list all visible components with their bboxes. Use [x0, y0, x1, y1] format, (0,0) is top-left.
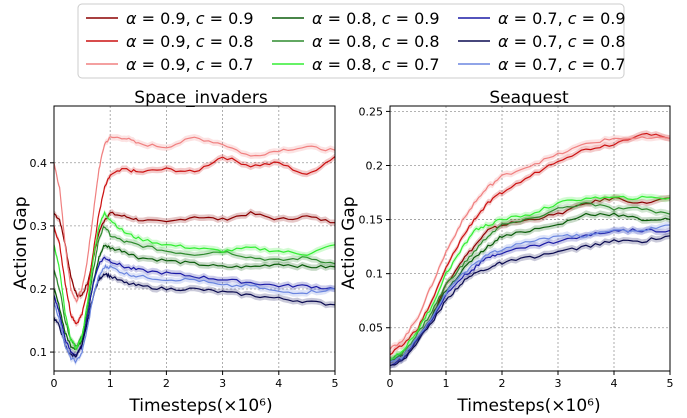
legend-alpha-symbol: α — [498, 9, 509, 28]
legend-alpha-symbol: α — [126, 32, 137, 51]
series-line-8 — [53, 264, 336, 364]
series-band-2 — [54, 254, 335, 359]
legend-label-5: α = 0.7, c = 0.8 — [498, 32, 626, 51]
x-axis-label: Timesteps(×10⁶) — [456, 396, 600, 416]
series-line-3 — [53, 156, 336, 325]
legend-alpha-symbol: α — [498, 55, 509, 74]
legend-label-7: α = 0.8, c = 0.7 — [312, 55, 440, 74]
series-line-4 — [389, 201, 671, 361]
x-tick-label: 2 — [163, 377, 170, 390]
x-tick-label: 5 — [332, 377, 339, 390]
y-tick-label: 0.05 — [359, 322, 384, 335]
legend-alpha-value: = 0.9, — [137, 9, 196, 28]
series-line-5 — [53, 272, 336, 358]
legend-alpha-value: = 0.7, — [509, 9, 568, 28]
x-axis-label: Timesteps(×10⁶) — [128, 396, 272, 416]
legend-c-value: = 0.9 — [205, 9, 254, 28]
y-tick-label: 0.4 — [30, 157, 48, 170]
chart-title: Space_invaders — [134, 88, 268, 108]
x-tick-label: 4 — [611, 377, 618, 390]
series-line-5 — [389, 235, 671, 367]
legend-alpha-value: = 0.8, — [323, 32, 382, 51]
legend-c-symbol: c — [568, 55, 577, 74]
legend-alpha-value: = 0.9, — [137, 32, 196, 51]
x-tick-label: 0 — [51, 377, 58, 390]
legend-c-value: = 0.7 — [577, 55, 626, 74]
legend-c-value: = 0.9 — [391, 9, 440, 28]
y-tick-label: 0.1 — [30, 346, 48, 359]
series-band-8 — [54, 262, 335, 366]
legend-c-symbol: c — [196, 55, 205, 74]
y-tick-label: 0.2 — [366, 159, 384, 172]
legend-c-value: = 0.9 — [577, 9, 626, 28]
legend-label-3: α = 0.9, c = 0.8 — [126, 32, 254, 51]
y-tick-label: 0.15 — [359, 214, 384, 227]
plot-area: 0 1 2 3 4 5 0.1 0.2 0.3 0.4 — [30, 105, 339, 390]
plot-area: 0 1 2 3 4 5 0.05 0.1 0.15 0.2 0.25 — [359, 105, 674, 390]
legend-c-value: = 0.8 — [205, 32, 254, 51]
x-tick-label: 1 — [443, 377, 450, 390]
legend-label-4: α = 0.8, c = 0.8 — [312, 32, 440, 51]
series-band-0 — [54, 208, 335, 300]
y-axis-label: Action Gap — [11, 196, 31, 289]
legend-alpha-value: = 0.7, — [509, 55, 568, 74]
y-tick-label: 0.1 — [366, 268, 384, 281]
legend-alpha-symbol: α — [126, 9, 137, 28]
legend-frame — [77, 3, 625, 79]
series-line-3 — [389, 132, 671, 356]
chart-title: Seaquest — [489, 88, 569, 108]
legend-alpha-symbol: α — [498, 32, 509, 51]
legend-label-2: α = 0.7, c = 0.9 — [498, 9, 626, 28]
legend-c-symbol: c — [382, 9, 391, 28]
chart-seaquest: Seaquest 0 1 2 3 4 5 0.05 0.1 0.15 0.2 0.25 Timest… — [339, 88, 674, 416]
y-tick-label: 0.3 — [30, 220, 48, 233]
x-tick-label: 3 — [219, 377, 226, 390]
legend-alpha-symbol: α — [312, 32, 323, 51]
legend-alpha-symbol: α — [312, 9, 323, 28]
x-tick-label: 2 — [499, 377, 506, 390]
legend-alpha-value: = 0.7, — [509, 32, 568, 51]
series-band-4 — [390, 199, 670, 364]
y-axis-label: Action Gap — [339, 196, 359, 289]
y-tick-label: 0.25 — [359, 105, 384, 118]
legend-alpha-value: = 0.9, — [137, 55, 196, 74]
y-tick-label: 0.2 — [30, 283, 48, 296]
axes-frame — [389, 105, 671, 372]
legend-c-symbol: c — [568, 9, 577, 28]
legend-alpha-symbol: α — [312, 55, 323, 74]
legend-c-symbol: c — [382, 55, 391, 74]
legend-c-symbol: c — [196, 32, 205, 51]
x-tick-label: 4 — [275, 377, 282, 390]
legend: α = 0.9, c = 0.9 α = 0.8, c = 0.9 α = 0.7,… — [77, 3, 626, 79]
legend-alpha-value: = 0.8, — [323, 55, 382, 74]
legend-c-symbol: c — [196, 9, 205, 28]
x-tick-label: 5 — [667, 377, 674, 390]
series-line-8 — [389, 224, 671, 363]
series-line-1 — [53, 244, 336, 350]
series-line-7 — [389, 195, 671, 361]
legend-c-value: = 0.8 — [577, 32, 626, 51]
legend-label-6: α = 0.9, c = 0.7 — [126, 55, 254, 74]
legend-label-1: α = 0.8, c = 0.9 — [312, 9, 440, 28]
x-tick-label: 3 — [555, 377, 562, 390]
legend-c-symbol: c — [568, 32, 577, 51]
legend-c-value: = 0.7 — [205, 55, 254, 74]
legend-alpha-symbol: α — [126, 55, 137, 74]
x-tick-label: 1 — [107, 377, 114, 390]
legend-c-symbol: c — [382, 32, 391, 51]
series-line-7 — [53, 210, 336, 350]
legend-alpha-value: = 0.8, — [323, 9, 382, 28]
legend-c-value: = 0.8 — [391, 32, 440, 51]
legend-label-8: α = 0.7, c = 0.7 — [498, 55, 626, 74]
series-line-6 — [389, 136, 671, 350]
x-tick-label: 0 — [387, 377, 394, 390]
axes-frame — [53, 105, 336, 372]
series-line-2 — [53, 256, 336, 357]
series-band-2 — [390, 225, 670, 369]
series-line-6 — [53, 136, 336, 303]
chart-space-invaders: Space_invaders 0 1 2 3 4 5 0.1 0.2 0.3 0.4 Timest… — [11, 88, 339, 416]
legend-label-0: α = 0.9, c = 0.9 — [126, 9, 254, 28]
legend-c-value: = 0.7 — [391, 55, 440, 74]
